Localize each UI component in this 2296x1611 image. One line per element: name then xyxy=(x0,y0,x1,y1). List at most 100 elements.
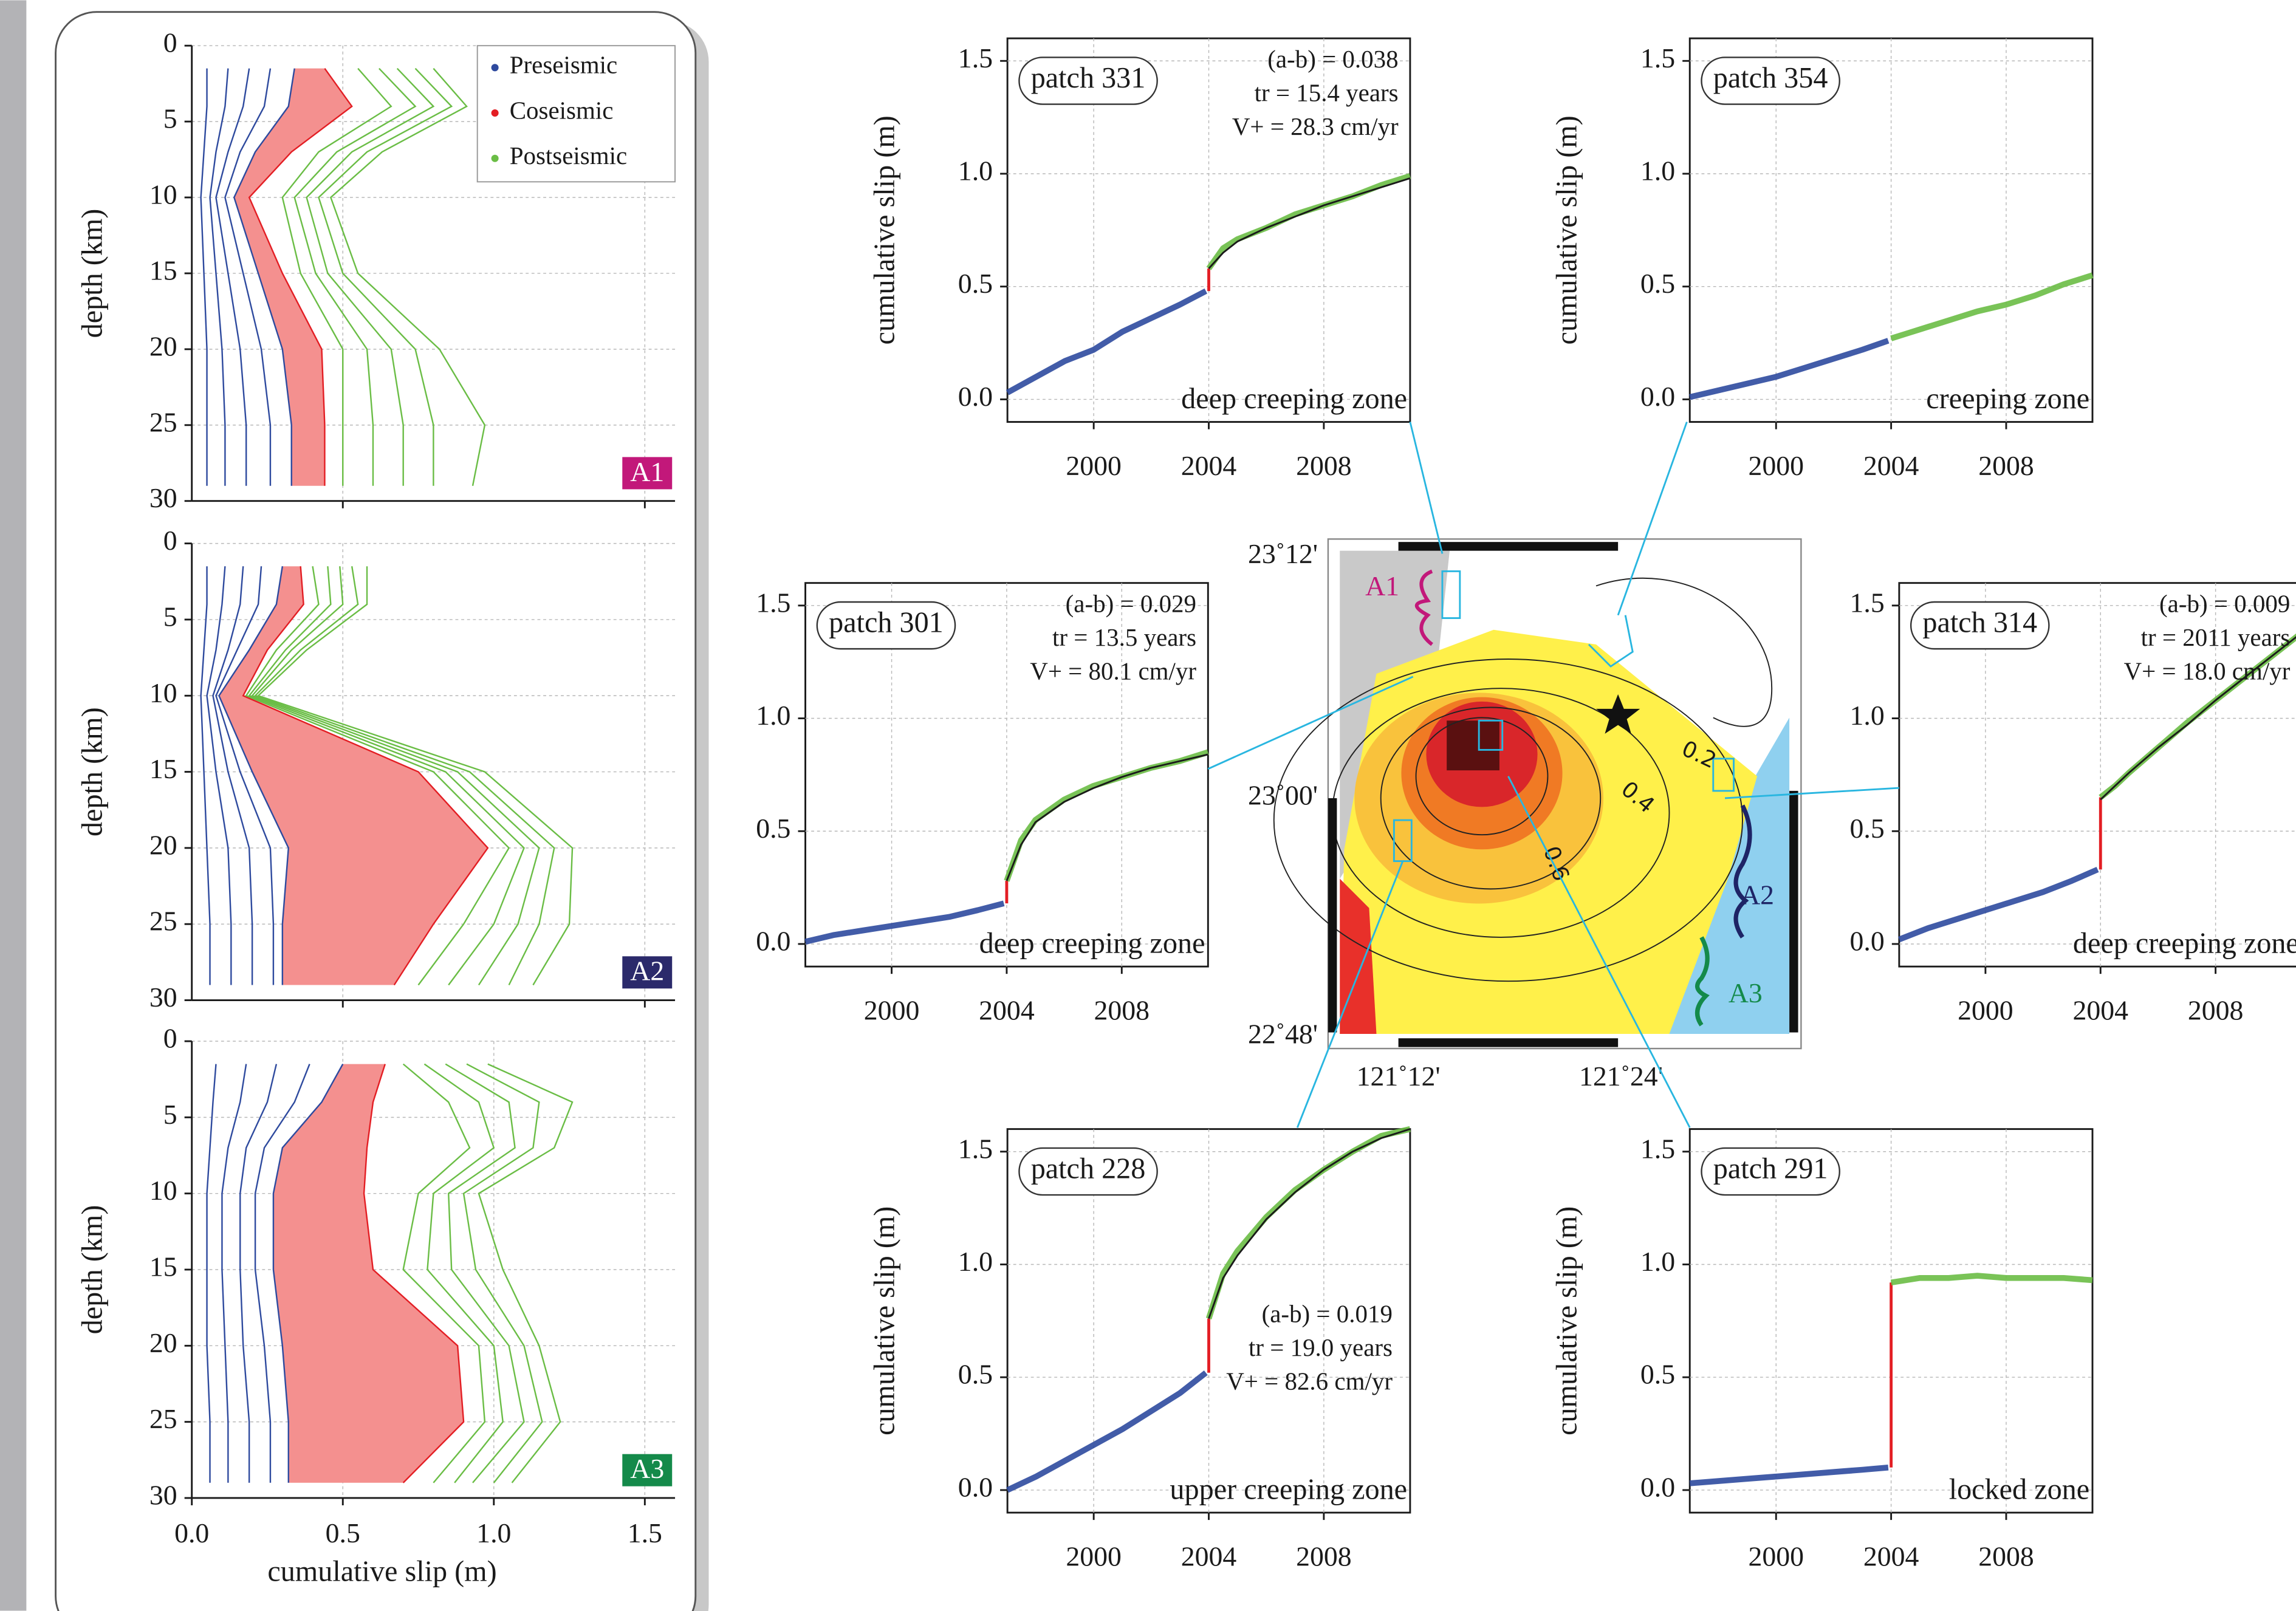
legend-swatch xyxy=(492,64,499,71)
y-tick-label: 25 xyxy=(149,906,177,937)
y-axis-label: cumulative slip (m) xyxy=(1551,1206,1583,1435)
zone-label: A1 xyxy=(1365,570,1399,601)
y-tick-label: 0.5 xyxy=(958,1359,993,1390)
zone-label: A2 xyxy=(1740,879,1774,910)
zone-label: deep creeping zone xyxy=(979,927,1205,959)
lat-label: 22˚48' xyxy=(1248,1018,1318,1049)
y-tick-label: 0 xyxy=(163,525,177,556)
zone-label: creeping zone xyxy=(1926,383,2089,415)
y-axis-label: depth (km) xyxy=(77,1205,109,1335)
figure: 0 5 10 15 20 25 30 Preseismic Coseismic Postseism… xyxy=(0,0,2296,1611)
x-tick-label: 2004 xyxy=(979,995,1035,1026)
y-tick-label: 15 xyxy=(149,753,177,784)
y-axis-label: cumulative slip (m) xyxy=(869,115,901,344)
y-tick-label: 1.0 xyxy=(1640,1246,1675,1277)
timeseries-panel: 2000200420080.00.51.01.5patch 228(a-b) =… xyxy=(869,1129,1410,1572)
y-tick-label: 0.5 xyxy=(958,268,993,299)
y-axis-label: depth (km) xyxy=(77,707,109,836)
slip-max xyxy=(1447,720,1499,770)
legend-label: Coseismic xyxy=(510,96,614,124)
y-tick-label: 10 xyxy=(149,1175,177,1206)
y-tick-label: 0.5 xyxy=(1640,268,1675,299)
x-tick-label: 2008 xyxy=(2188,995,2244,1026)
y-tick-label: 20 xyxy=(149,330,177,361)
y-tick-label: 1.0 xyxy=(958,155,993,186)
fit-parameter: (a-b) = 0.009 xyxy=(2159,590,2290,618)
fit-parameter: (a-b) = 0.019 xyxy=(1262,1300,1393,1328)
y-axis-label: cumulative slip (m) xyxy=(1551,115,1583,344)
y-axis-label: cumulative slip (m) xyxy=(869,1206,901,1435)
legend-label: Postseismic xyxy=(510,142,627,169)
map: A1 A2 A3 0.2 0.4 0.6 23˚12' 23˚00' 22˚48… xyxy=(1248,538,1801,1092)
fit-parameter: V+ = 28.3 cm/yr xyxy=(1232,112,1399,140)
side-strip xyxy=(0,0,26,1610)
y-tick-label: 20 xyxy=(149,1327,177,1358)
x-tick-label: 2008 xyxy=(1094,995,1150,1026)
x-tick-label: 2000 xyxy=(1748,450,1804,481)
x-tick-label: 2000 xyxy=(1066,450,1122,481)
x-tick-label: 2000 xyxy=(1066,1541,1122,1572)
y-tick-label: 15 xyxy=(149,1251,177,1282)
y-tick-label: 1.5 xyxy=(958,1133,993,1164)
x-tick-label: 1.0 xyxy=(476,1517,511,1548)
y-tick-label: 1.5 xyxy=(958,43,993,74)
y-tick-label: 0.0 xyxy=(756,925,790,956)
fit-parameter: V+ = 80.1 cm/yr xyxy=(1030,657,1196,685)
x-tick-label: 1.5 xyxy=(628,1517,662,1548)
frame-bar xyxy=(1399,1038,1619,1047)
x-tick-label: 2004 xyxy=(1181,1541,1237,1572)
fit-parameter: tr = 19.0 years xyxy=(1249,1333,1393,1361)
lat-label: 23˚00' xyxy=(1248,779,1318,810)
legend-label: Preseismic xyxy=(510,51,618,79)
zone-label: upper creeping zone xyxy=(1170,1473,1407,1505)
lat-label: 23˚12' xyxy=(1248,538,1318,569)
y-tick-label: 1.0 xyxy=(1640,155,1675,186)
y-tick-label: 1.5 xyxy=(1640,1133,1675,1164)
legend-swatch xyxy=(492,109,499,117)
y-tick-label: 1.5 xyxy=(1850,587,1885,618)
panel-tag: A3 xyxy=(630,1453,664,1484)
y-tick-label: 0.5 xyxy=(1640,1359,1675,1390)
y-tick-label: 5 xyxy=(163,1099,177,1130)
x-tick-label: 2004 xyxy=(2072,995,2128,1026)
x-tick-label: 2004 xyxy=(1863,450,1919,481)
y-tick-label: 25 xyxy=(149,1403,177,1434)
patch-label: patch 331 xyxy=(1031,62,1146,94)
y-tick-label: 1.0 xyxy=(756,700,790,731)
x-tick-label: 2004 xyxy=(1863,1541,1919,1572)
fit-parameter: (a-b) = 0.038 xyxy=(1267,45,1398,73)
y-tick-label: 1.5 xyxy=(756,587,790,618)
x-tick-label: 2008 xyxy=(1978,450,2034,481)
zone-label: deep creeping zone xyxy=(1181,383,1407,415)
panel-tag: A2 xyxy=(630,956,664,987)
x-tick-label: 2008 xyxy=(1296,450,1352,481)
zone-label: A3 xyxy=(1729,977,1763,1008)
lon-label: 121˚24' xyxy=(1579,1061,1663,1092)
panel-tag: A1 xyxy=(630,456,664,487)
x-tick-label: 2004 xyxy=(1181,450,1237,481)
patch-label: patch 291 xyxy=(1713,1153,1828,1185)
zone-label: locked zone xyxy=(1949,1473,2089,1505)
patch-label: patch 314 xyxy=(1922,607,2037,639)
y-tick-label: 1.0 xyxy=(1850,700,1885,731)
y-tick-label: 10 xyxy=(149,179,177,210)
fit-parameter: V+ = 82.6 cm/yr xyxy=(1226,1367,1393,1395)
frame-bar xyxy=(1789,791,1798,1033)
y-tick-label: 30 xyxy=(149,982,177,1013)
y-tick-label: 0.5 xyxy=(1850,813,1885,844)
x-tick-label: 2008 xyxy=(1296,1541,1352,1572)
frame-bar xyxy=(1328,798,1337,1033)
y-tick-label: 1.0 xyxy=(958,1246,993,1277)
legend-swatch xyxy=(492,155,499,162)
fit-parameter: (a-b) = 0.029 xyxy=(1066,590,1196,618)
x-tick-label: 2000 xyxy=(1748,1541,1804,1572)
fit-parameter: tr = 2011 years xyxy=(2141,623,2291,651)
x-tick-label: 2000 xyxy=(1958,995,2013,1026)
fit-parameter: tr = 15.4 years xyxy=(1255,79,1399,107)
y-tick-label: 0.0 xyxy=(958,1471,993,1502)
frame-bar xyxy=(1399,542,1619,550)
y-tick-label: 5 xyxy=(163,601,177,632)
